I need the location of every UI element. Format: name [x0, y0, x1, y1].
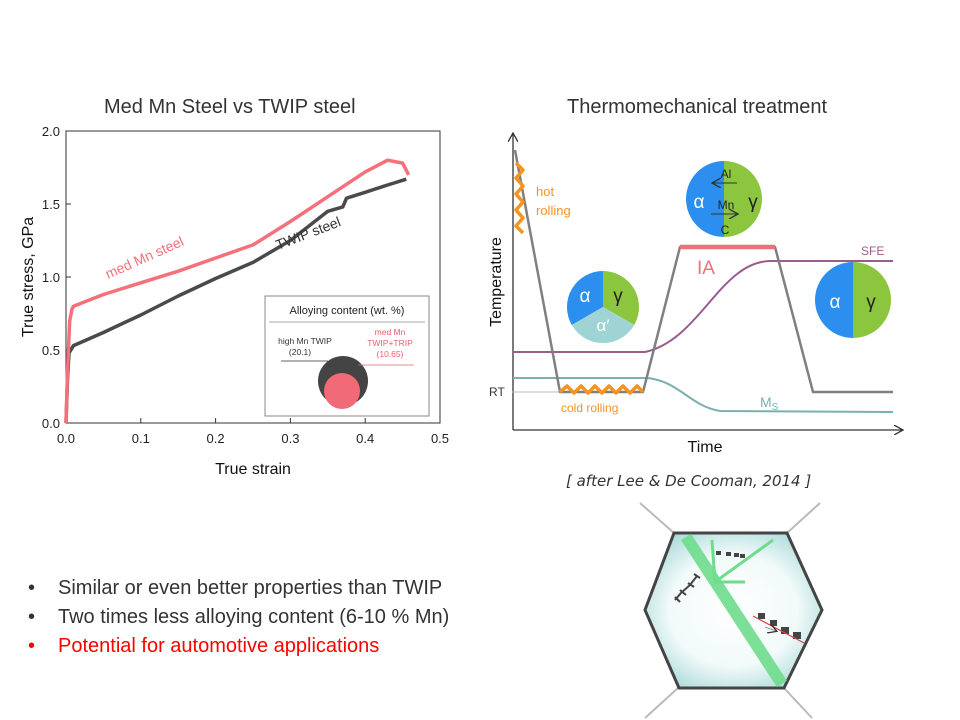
bullet-list: • Similar or even better properties than …	[28, 574, 449, 661]
svg-text:α: α	[694, 192, 705, 213]
y-tick-label: 2.0	[42, 124, 60, 139]
svg-text:γ: γ	[748, 192, 758, 213]
svg-text:C: C	[721, 223, 730, 237]
sfe-line	[513, 260, 893, 353]
phase-circle-ia: α γ Al Mn C	[686, 161, 762, 237]
y-axis-ticks: 0.0 0.5 1.0 1.5 2.0	[42, 124, 71, 431]
ms-line	[513, 377, 894, 413]
phase-circle-cold-rolled: α γ α′	[566, 270, 640, 344]
inset-value-med-mn: (10.65)	[377, 349, 404, 359]
x-axis-ticks: 0.0 0.1 0.2 0.3 0.4 0.5	[57, 418, 449, 446]
x-tick-label: 0.3	[281, 431, 299, 446]
dislocation-pileup-top	[716, 551, 745, 558]
temperature-axis-label: Temperature	[488, 237, 505, 327]
time-axis-label: Time	[688, 439, 723, 456]
chart-title-left: Med Mn Steel vs TWIP steel	[104, 96, 356, 118]
y-tick-label: 1.5	[42, 197, 60, 212]
chart-title-right: Thermomechanical treatment	[567, 96, 828, 118]
inset-label-twip: high Mn TWIP	[278, 336, 332, 346]
ia-label: IA	[697, 258, 715, 279]
svg-text:α: α	[830, 292, 841, 313]
inset-label-med-mn-1: med Mn	[375, 327, 406, 337]
inset-title: Alloying content (wt. %)	[290, 305, 405, 317]
alloying-inset: Alloying content (wt. %) high Mn TWIP (2…	[264, 295, 430, 417]
twin-band	[680, 533, 788, 688]
y-tick-label: 1.0	[42, 270, 60, 285]
svg-text:α: α	[580, 286, 591, 307]
hot-rolling-label-2: rolling	[536, 203, 571, 218]
y-axis-label: True stress, GPa	[20, 217, 37, 337]
phase-circle-final: α γ	[815, 262, 891, 338]
inset-label-med-mn-2: TWIP+TRIP	[367, 338, 413, 348]
x-axis-label: True strain	[215, 461, 291, 478]
series-line-med-mn	[64, 158, 411, 424]
credit-citation: [ after Lee & De Cooman, 2014 ]	[566, 472, 812, 490]
inset-circle-med-mn	[324, 373, 360, 409]
bullet-item: • Two times less alloying content (6-10 %…	[28, 606, 450, 628]
bullet-item: • Potential for automotive applications	[28, 635, 380, 657]
svg-text:Al: Al	[721, 167, 732, 181]
x-tick-label: 0.5	[431, 431, 449, 446]
bullet-item: • Similar or even better properties than …	[28, 577, 443, 599]
y-tick-label: 0.5	[42, 343, 60, 358]
cold-rolling-label: cold rolling	[561, 401, 618, 415]
thermomechanical-diagram: Temperature Time RT MS SFE IA hot rollin…	[488, 134, 902, 456]
x-tick-label: 0.4	[356, 431, 374, 446]
ms-label: MS	[760, 394, 779, 413]
series-line-twip	[64, 177, 407, 424]
svg-text:γ: γ	[866, 292, 876, 313]
x-tick-label: 0.1	[132, 431, 150, 446]
x-tick-label: 0.0	[57, 431, 75, 446]
hot-rolling-label-1: hot	[536, 184, 554, 199]
series-label-twip: TWIP steel	[273, 213, 342, 252]
inset-value-twip: (20.1)	[289, 347, 311, 357]
svg-text:Mn: Mn	[718, 198, 735, 212]
dislocation-pileup-left	[674, 573, 701, 603]
svg-text:γ: γ	[613, 286, 623, 307]
cold-rolling-zigzag	[558, 384, 645, 395]
hexagonal-grain-illustration	[639, 502, 824, 719]
svg-text:α′: α′	[596, 316, 609, 335]
rt-label: RT	[489, 385, 505, 399]
y-tick-label: 0.0	[42, 416, 60, 431]
dislocation-pileup-right	[758, 613, 801, 639]
stress-strain-chart: 0.0 0.1 0.2 0.3 0.4 0.5 0.0 0.5 1.0 1.5 2.0 med M…	[20, 124, 449, 478]
x-tick-label: 0.2	[207, 431, 225, 446]
sfe-label: SFE	[861, 244, 884, 258]
hot-rolling-zigzag	[514, 161, 525, 235]
